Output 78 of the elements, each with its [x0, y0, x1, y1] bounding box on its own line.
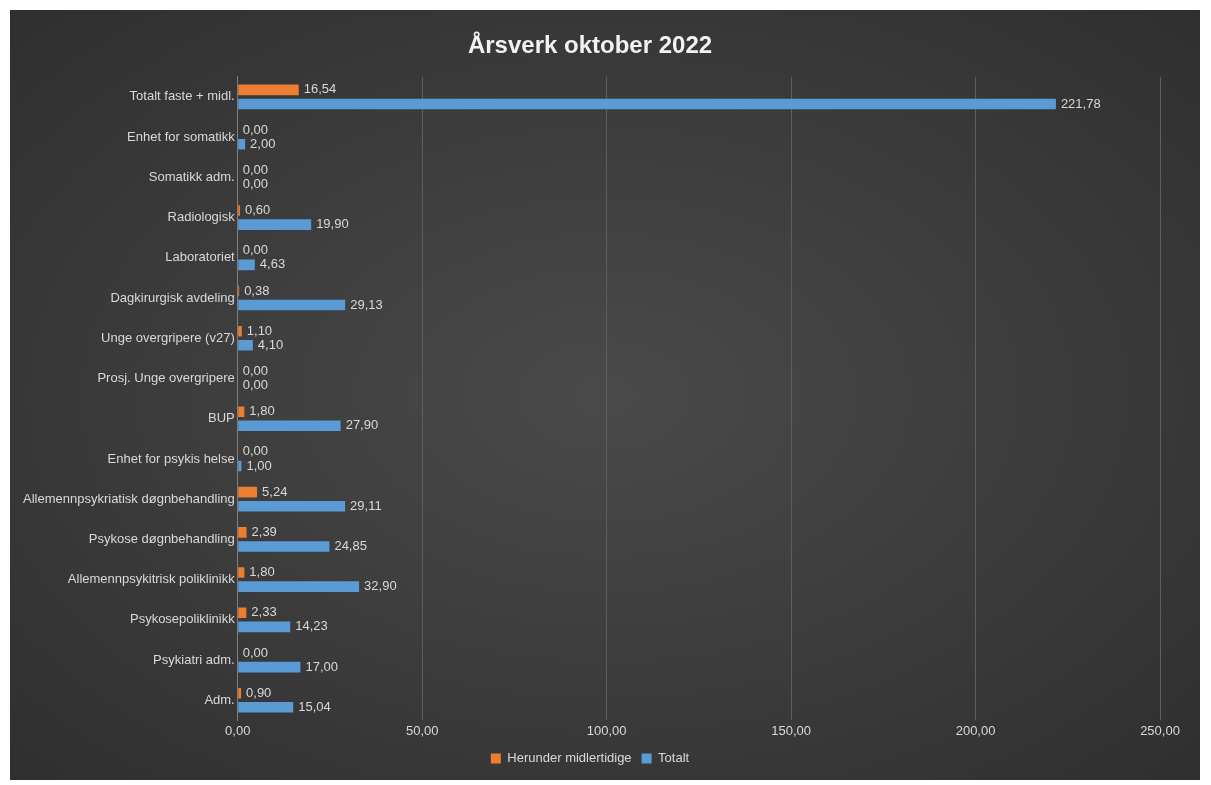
- y-tick-label: Laboratoriet: [165, 249, 236, 265]
- data-label: 4,63: [259, 256, 286, 272]
- bar: [238, 607, 247, 619]
- y-tick-label: Prosj. Unge overgripere: [97, 370, 235, 386]
- chart-title: Årsverk oktober 2022: [467, 31, 713, 59]
- x-tick-label: 100,00: [586, 722, 627, 738]
- data-label: 0,60: [244, 202, 271, 218]
- y-tick-label: Enhet for somatikk: [127, 128, 236, 144]
- data-label: 27,90: [345, 417, 379, 433]
- data-label: 29,13: [350, 296, 383, 312]
- y-tick-label: Psykosepoliklinikk: [129, 611, 236, 627]
- x-tick-label: 50,00: [405, 722, 439, 738]
- data-label: 0,00: [242, 161, 269, 177]
- data-label: 1,80: [249, 564, 275, 580]
- data-label: 0,00: [242, 363, 269, 379]
- y-tick-label: Unge overgripere (v27): [101, 329, 235, 345]
- bar: [238, 527, 247, 538]
- x-tick-label: 0,00: [225, 722, 251, 738]
- bar: [238, 702, 294, 713]
- legend-label: Totalt: [658, 750, 690, 766]
- y-tick-label: Enhet for psykis helse: [107, 450, 235, 466]
- data-label: 2,39: [251, 523, 277, 539]
- data-label: 0,38: [244, 282, 270, 298]
- data-label: 14,23: [295, 618, 328, 634]
- data-label: 0,00: [242, 242, 269, 258]
- x-tick-label: 150,00: [771, 722, 811, 738]
- data-label: 1,00: [246, 457, 272, 473]
- bar: [238, 340, 253, 351]
- y-tick-label: Psykose døgnbehandling: [88, 530, 235, 546]
- bar: [238, 420, 341, 432]
- data-label: 0,00: [242, 644, 269, 660]
- bar: [238, 84, 299, 96]
- y-tick-label: Allemennpsykitrisk poliklinikk: [67, 571, 236, 587]
- legend-label: Herunder midlertidige: [507, 750, 632, 766]
- bar: [238, 567, 245, 578]
- bar: [238, 219, 312, 230]
- y-tick-label: Adm.: [204, 691, 235, 707]
- bar: [238, 299, 346, 311]
- bar: [238, 661, 301, 673]
- y-tick-label: Allemennpsykriatisk døgnbehandling: [23, 490, 235, 506]
- data-label: 29,11: [350, 497, 382, 513]
- bar: [238, 500, 346, 512]
- data-label: 0,00: [242, 377, 269, 393]
- y-tick-label: Dagkirurgisk avdeling: [110, 289, 235, 305]
- x-tick-label: 200,00: [955, 722, 996, 738]
- data-label: 5,24: [262, 483, 288, 499]
- data-label: 15,04: [298, 698, 331, 714]
- bar: [238, 621, 291, 633]
- data-label: 4,10: [257, 336, 284, 352]
- y-tick-label: Radiologisk: [167, 209, 236, 225]
- data-label: 221,78: [1060, 95, 1101, 111]
- bar: [238, 406, 245, 417]
- x-tick-label: 250,00: [1140, 722, 1180, 738]
- y-tick-label: Totalt faste + midl.: [129, 88, 235, 104]
- y-tick-label: BUP: [208, 410, 235, 426]
- data-label: 32,90: [364, 578, 397, 594]
- data-label: 2,33: [251, 604, 277, 620]
- bar: [238, 581, 360, 592]
- data-label: 19,90: [316, 216, 349, 232]
- data-label: 24,85: [334, 538, 367, 554]
- bar: [238, 687, 242, 699]
- bar: [238, 486, 258, 498]
- data-label: 0,90: [246, 684, 272, 700]
- data-label: 16,54: [303, 81, 337, 97]
- data-label: 0,00: [242, 121, 269, 137]
- y-tick-label: Somatikk adm.: [148, 168, 235, 184]
- bar: [238, 259, 255, 271]
- bar: [238, 541, 330, 552]
- bar: [238, 325, 242, 337]
- data-label: 1,10: [246, 322, 273, 338]
- bar: [238, 98, 1056, 110]
- y-tick-label: Psykiatri adm.: [153, 651, 235, 667]
- data-label: 0,00: [242, 175, 269, 191]
- data-label: 17,00: [305, 658, 338, 674]
- data-label: 0,00: [242, 443, 269, 459]
- bar: [238, 138, 246, 150]
- data-label: 1,80: [249, 403, 275, 419]
- data-label: 2,00: [250, 135, 276, 151]
